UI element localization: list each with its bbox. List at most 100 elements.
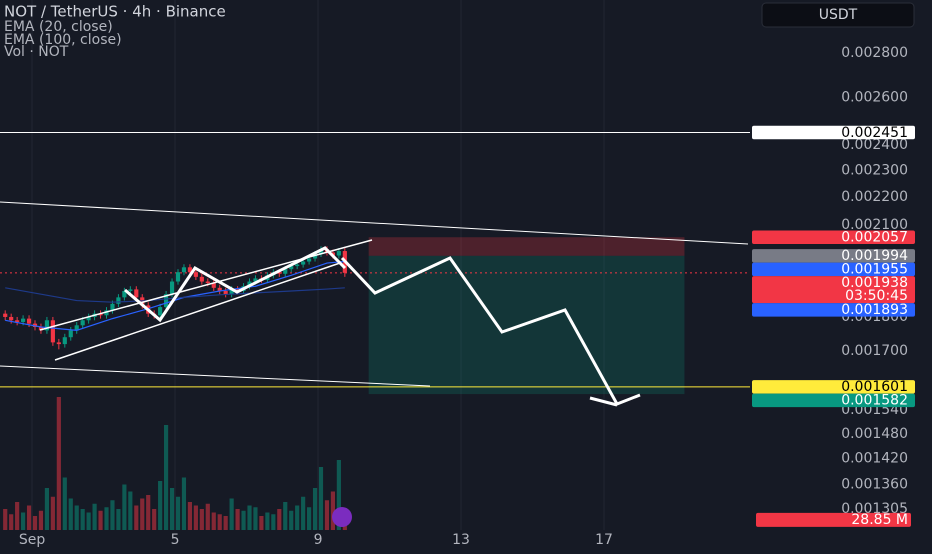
candle-body: [68, 330, 73, 338]
price-tag: [752, 230, 915, 244]
price-tag: [752, 262, 915, 277]
volume-bar: [229, 498, 234, 530]
symbol-title: NOT / TetherUS · 4h · Binance: [4, 3, 226, 21]
channel-top: [39, 239, 373, 331]
volume-bar: [199, 509, 204, 530]
price-tag-label: 0.001955: [841, 262, 908, 278]
volume-bar: [9, 514, 14, 530]
candle-body: [134, 289, 139, 298]
candle-body: [205, 281, 210, 284]
candle-body: [38, 326, 44, 331]
candle-body: [229, 289, 234, 295]
candle-body: [169, 281, 175, 295]
x-tick-label: Sep: [19, 532, 46, 548]
wedge-top: [0, 201, 749, 245]
volume-bar: [169, 488, 175, 530]
volume-bar: [324, 500, 330, 530]
volume-bar: [38, 510, 44, 530]
volume-bar: [62, 477, 67, 530]
candle-body: [187, 267, 193, 273]
volume-bar: [253, 507, 258, 530]
volume-bar: [181, 477, 187, 530]
y-tick-label: 0.002800: [841, 45, 908, 61]
volume-bar: [110, 500, 115, 530]
volume-bar: [205, 503, 210, 530]
volume-bar: [152, 509, 157, 530]
y-tick-label: 0.002300: [841, 163, 908, 179]
zigzag: [124, 246, 347, 323]
volume-bar: [318, 467, 324, 530]
candle-body: [164, 294, 169, 308]
volume-bar: [92, 503, 97, 530]
volume-bar: [283, 502, 288, 530]
price-tag-label: 0.002451: [841, 125, 908, 141]
volume-bar: [74, 505, 79, 530]
volume-bar: [104, 507, 109, 530]
volume-bar: [193, 505, 198, 530]
volume-bar: [86, 512, 91, 530]
currency-label: USDT: [819, 7, 858, 23]
price-tag: [752, 380, 915, 394]
price-tags: 0.002451 0.002057 0.0019940.0019550.001938…: [752, 125, 915, 528]
volume-bar: [307, 507, 312, 530]
volume-bar: [50, 496, 55, 530]
candle-body: [181, 267, 187, 273]
volume-bar: [271, 514, 276, 530]
volume-bar: [175, 496, 181, 530]
candle-body: [15, 320, 20, 322]
candle-body: [3, 313, 8, 317]
volume-bar: [247, 505, 252, 530]
x-tick-label: 13: [452, 532, 470, 548]
volume-bar: [259, 516, 264, 530]
price-tag-label: 0.001994: [841, 248, 908, 264]
candle-body: [44, 320, 50, 331]
candle-body: [56, 342, 61, 345]
price-tag: [752, 249, 915, 263]
volume-bar: [128, 491, 133, 530]
candle-body: [247, 281, 252, 287]
volume-bar: [301, 496, 306, 530]
candle-body: [158, 307, 163, 316]
volume-bar: [98, 510, 103, 530]
y-tick-label: 0.002100: [841, 217, 908, 233]
y-tick-label: 0.001360: [841, 476, 908, 492]
volume-bar: [116, 509, 121, 530]
wedge-bottom: [0, 365, 431, 387]
channel-bottom: [54, 262, 341, 361]
y-tick-label: 0.002600: [841, 89, 908, 105]
candle-body: [301, 261, 306, 265]
price-tag: [752, 125, 915, 140]
candle-body: [98, 313, 103, 316]
candle-body: [223, 290, 228, 295]
candle-body: [295, 264, 300, 267]
countdown: 03:50:45: [845, 288, 908, 304]
price-tag: [752, 276, 915, 304]
candle-body: [277, 272, 282, 274]
volume-bar: [289, 510, 294, 530]
volume-bar: [140, 498, 145, 530]
currency-button[interactable]: [761, 2, 915, 28]
flash-icon[interactable]: [332, 507, 352, 527]
volume-bar: [26, 505, 32, 530]
candle-body: [80, 320, 85, 326]
volume-bar: [44, 488, 50, 530]
y-tick-label: 0.002200: [841, 189, 908, 205]
volume-tag-label: 28.85 M: [851, 512, 908, 528]
volume-bar: [122, 484, 127, 530]
candle-body: [122, 290, 127, 298]
price-tag-label: 0.001601: [841, 379, 908, 395]
y-tick-label: 0.002400: [841, 137, 908, 153]
candle-body: [307, 258, 312, 262]
indicator-legend: EMA (20, close): [4, 19, 113, 35]
indicator-legend: Vol · NOT: [4, 44, 69, 60]
price-tag-label: 0.001893: [841, 302, 908, 318]
price-tag: [752, 393, 915, 408]
price-tag-label: 0.001582: [841, 393, 908, 409]
x-tick-label: 9: [314, 532, 323, 548]
candle-body: [175, 272, 181, 282]
y-tick-label: 0.001480: [841, 426, 908, 442]
candle-body: [110, 303, 115, 311]
candle-body: [193, 272, 198, 277]
candle-body: [312, 254, 318, 259]
